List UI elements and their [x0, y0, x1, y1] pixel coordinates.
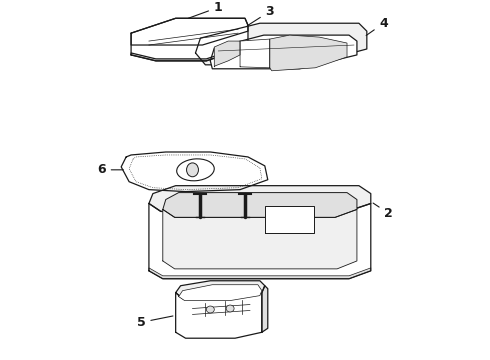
Ellipse shape — [206, 306, 214, 313]
Ellipse shape — [187, 163, 198, 177]
Text: 4: 4 — [366, 17, 388, 36]
Text: 2: 2 — [373, 203, 393, 220]
Polygon shape — [149, 203, 371, 279]
Polygon shape — [265, 207, 315, 233]
Polygon shape — [240, 39, 270, 68]
Text: 1: 1 — [188, 1, 222, 18]
Polygon shape — [262, 286, 268, 332]
Polygon shape — [270, 35, 347, 71]
Polygon shape — [163, 210, 357, 269]
Polygon shape — [196, 23, 367, 65]
Polygon shape — [121, 152, 268, 192]
Polygon shape — [214, 41, 240, 67]
Text: 5: 5 — [137, 316, 173, 329]
Ellipse shape — [177, 159, 214, 181]
Polygon shape — [131, 18, 248, 45]
Polygon shape — [163, 193, 357, 217]
Text: 6: 6 — [97, 163, 123, 176]
Polygon shape — [176, 281, 265, 298]
Polygon shape — [149, 268, 371, 279]
Polygon shape — [149, 186, 371, 211]
Text: 3: 3 — [247, 5, 274, 26]
Polygon shape — [131, 18, 248, 61]
Polygon shape — [179, 285, 262, 301]
Polygon shape — [210, 35, 357, 69]
Ellipse shape — [226, 305, 234, 312]
Polygon shape — [176, 293, 262, 338]
Polygon shape — [131, 45, 248, 61]
